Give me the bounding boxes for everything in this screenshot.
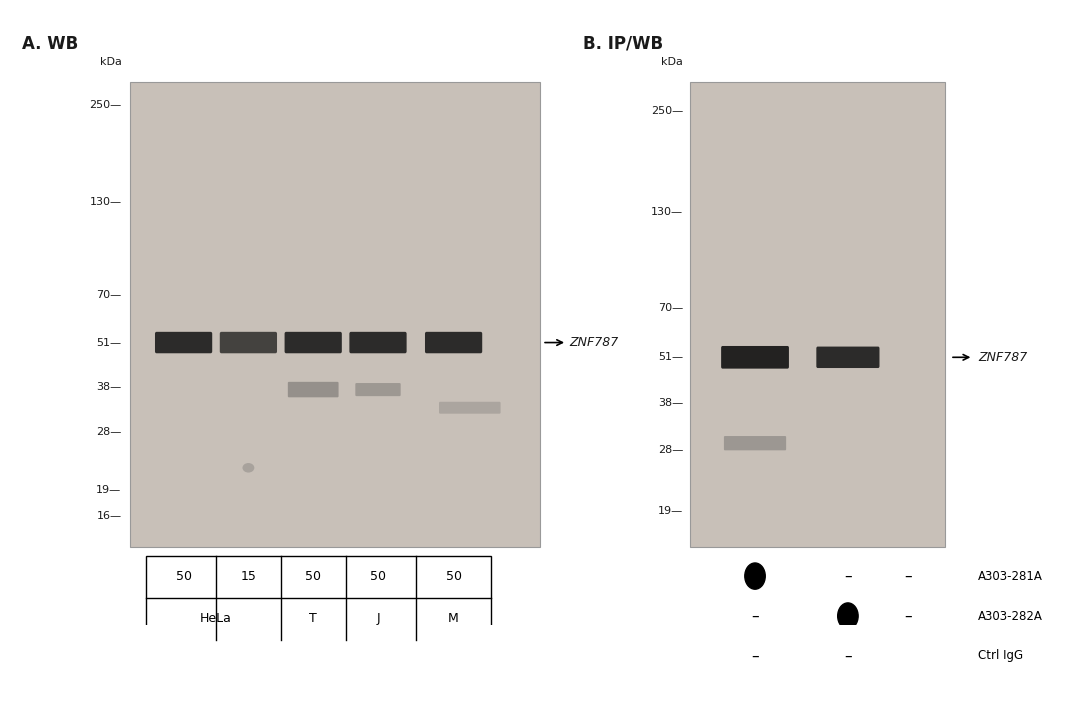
Text: 130—: 130— bbox=[90, 197, 121, 208]
Text: HeLa: HeLa bbox=[200, 612, 232, 625]
Text: 50: 50 bbox=[446, 571, 461, 584]
Text: –: – bbox=[904, 609, 913, 623]
Text: 130—: 130— bbox=[651, 207, 683, 217]
Text: –: – bbox=[752, 648, 759, 663]
Text: kDa: kDa bbox=[99, 57, 121, 67]
Text: 51—: 51— bbox=[658, 353, 683, 363]
Text: 50: 50 bbox=[306, 571, 321, 584]
Text: A. WB: A. WB bbox=[22, 34, 78, 52]
FancyBboxPatch shape bbox=[285, 332, 342, 353]
FancyBboxPatch shape bbox=[426, 332, 483, 353]
Text: 16—: 16— bbox=[96, 511, 121, 521]
FancyBboxPatch shape bbox=[721, 346, 788, 368]
Text: J: J bbox=[376, 612, 380, 625]
Circle shape bbox=[745, 563, 766, 589]
Text: M: M bbox=[448, 612, 459, 625]
FancyBboxPatch shape bbox=[724, 436, 786, 450]
FancyBboxPatch shape bbox=[220, 332, 276, 353]
Text: 38—: 38— bbox=[658, 398, 683, 408]
FancyBboxPatch shape bbox=[438, 402, 501, 414]
Text: 50: 50 bbox=[176, 571, 191, 584]
Text: ZNF787: ZNF787 bbox=[978, 351, 1027, 364]
Text: 19—: 19— bbox=[658, 505, 683, 516]
Bar bbox=[130, 83, 540, 547]
Text: T: T bbox=[309, 612, 318, 625]
Text: B. IP/WB: B. IP/WB bbox=[583, 34, 663, 52]
Text: A303-281A: A303-281A bbox=[978, 569, 1043, 582]
Text: –: – bbox=[904, 569, 913, 584]
FancyBboxPatch shape bbox=[288, 382, 339, 397]
Text: 38—: 38— bbox=[96, 381, 121, 391]
Text: ZNF787: ZNF787 bbox=[570, 336, 619, 349]
Bar bbox=[146, 556, 491, 640]
Text: –: – bbox=[845, 648, 852, 663]
Text: 70—: 70— bbox=[96, 290, 121, 300]
Text: 70—: 70— bbox=[658, 303, 683, 313]
Bar bbox=[690, 83, 945, 547]
Ellipse shape bbox=[242, 463, 255, 472]
Text: 28—: 28— bbox=[658, 445, 683, 455]
Circle shape bbox=[899, 643, 918, 669]
FancyBboxPatch shape bbox=[156, 332, 212, 353]
Text: 28—: 28— bbox=[96, 427, 121, 437]
Text: –: – bbox=[752, 609, 759, 623]
Text: 15: 15 bbox=[241, 571, 256, 584]
Text: 51—: 51— bbox=[96, 337, 121, 348]
Circle shape bbox=[838, 603, 859, 629]
Text: kDa: kDa bbox=[661, 57, 683, 67]
Text: –: – bbox=[845, 569, 852, 584]
FancyBboxPatch shape bbox=[355, 383, 401, 396]
FancyBboxPatch shape bbox=[350, 332, 406, 353]
FancyBboxPatch shape bbox=[816, 347, 879, 368]
Text: A303-282A: A303-282A bbox=[978, 610, 1043, 623]
Text: 19—: 19— bbox=[96, 485, 121, 495]
Text: 50: 50 bbox=[370, 571, 386, 584]
Text: 250—: 250— bbox=[90, 100, 121, 110]
Text: Ctrl IgG: Ctrl IgG bbox=[978, 650, 1023, 663]
Text: 250—: 250— bbox=[651, 106, 683, 116]
